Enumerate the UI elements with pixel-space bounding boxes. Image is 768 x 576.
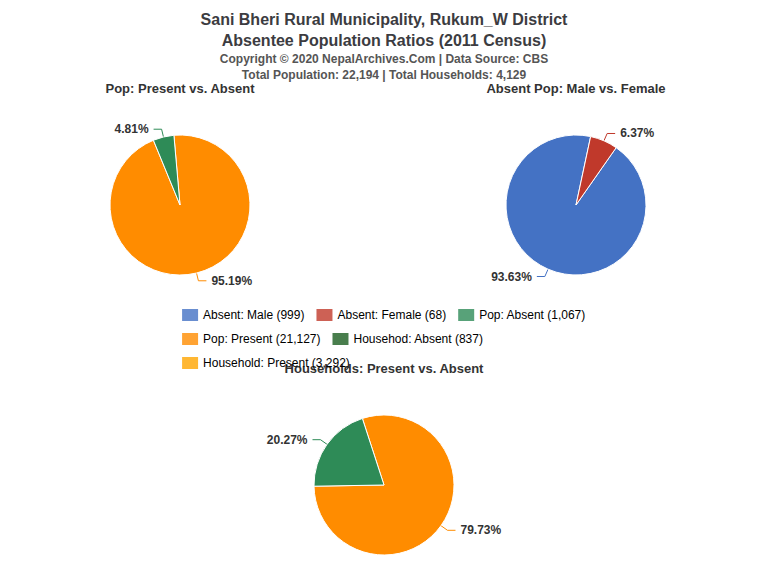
svg-text:93.63%: 93.63% <box>491 270 532 284</box>
svg-text:Pop: Absent (1,067): Pop: Absent (1,067) <box>479 308 585 322</box>
svg-text:Copyright © 2020 NepalArchives: Copyright © 2020 NepalArchives.Com | Dat… <box>220 52 548 66</box>
svg-text:Absentee Population Ratios (20: Absentee Population Ratios (2011 Census) <box>222 32 547 49</box>
svg-text:Household: Present (3,292): Household: Present (3,292) <box>203 356 350 370</box>
svg-text:Pop: Present vs. Absent: Pop: Present vs. Absent <box>105 81 255 96</box>
svg-text:4.81%: 4.81% <box>115 122 149 136</box>
svg-text:Absent: Female (68): Absent: Female (68) <box>337 308 446 322</box>
svg-text:Sani Bheri Rural Municipality,: Sani Bheri Rural Municipality, Rukum_W D… <box>201 11 569 28</box>
svg-text:Absent: Male (999): Absent: Male (999) <box>203 308 304 322</box>
svg-text:Absent Pop: Male vs. Female: Absent Pop: Male vs. Female <box>486 81 665 96</box>
svg-text:6.37%: 6.37% <box>620 126 654 140</box>
svg-text:Pop: Present (21,127): Pop: Present (21,127) <box>203 332 320 346</box>
svg-text:Househod: Absent (837): Househod: Absent (837) <box>353 332 482 346</box>
svg-text:79.73%: 79.73% <box>460 523 501 537</box>
svg-text:Total Population: 22,194 | Tot: Total Population: 22,194 | Total Househo… <box>242 68 527 82</box>
svg-text:95.19%: 95.19% <box>211 274 252 288</box>
svg-text:20.27%: 20.27% <box>267 433 308 447</box>
svg-text:Households: Present vs. Absent: Households: Present vs. Absent <box>284 361 484 376</box>
